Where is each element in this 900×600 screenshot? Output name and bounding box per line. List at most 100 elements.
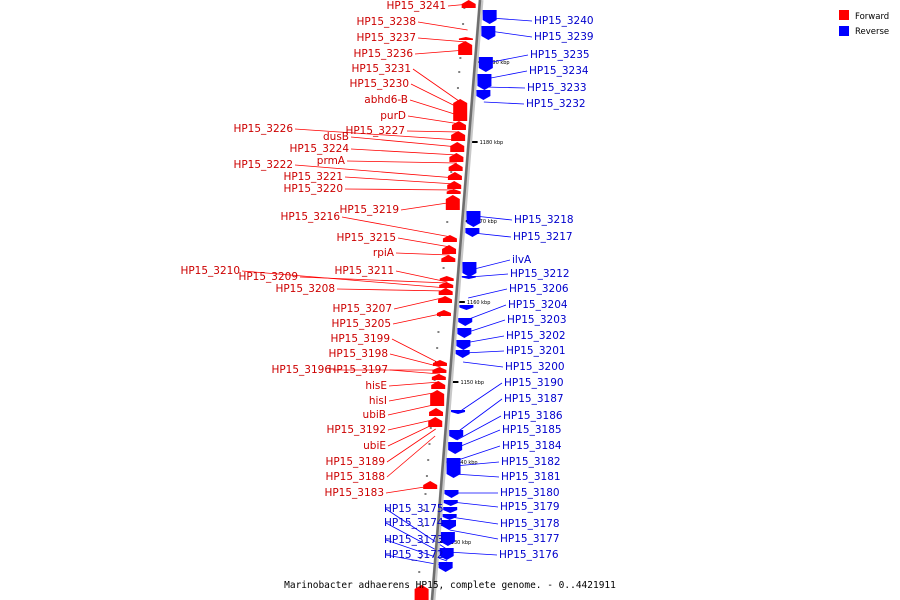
reverse-gene-label[interactable]: HP15_3176 <box>499 549 559 561</box>
forward-gene-label[interactable]: rpiA <box>373 247 395 259</box>
forward-gene-block <box>432 367 447 373</box>
reverse-gene-label[interactable]: HP15_3181 <box>501 471 561 483</box>
forward-gene-label[interactable]: HP15_3210 <box>180 265 240 277</box>
forward-gene-block <box>436 310 451 316</box>
reverse-gene-label[interactable]: HP15_3187 <box>504 393 564 405</box>
reverse-gene-block <box>443 500 458 506</box>
reverse-gene-label[interactable]: HP15_3234 <box>529 65 589 77</box>
reverse-gene-label[interactable]: HP15_3172 <box>384 549 444 561</box>
forward-leader-line <box>388 391 439 402</box>
forward-gene-label[interactable]: HP15_3226 <box>233 123 293 135</box>
forward-gene-label[interactable]: HP15_3222 <box>233 159 293 171</box>
forward-leader-line <box>341 216 452 238</box>
reverse-gene-label[interactable]: HP15_3217 <box>513 231 573 243</box>
reverse-gene-label[interactable]: HP15_3179 <box>500 501 560 513</box>
reverse-gene-label[interactable]: HP15_3201 <box>506 345 566 357</box>
forward-leader-line <box>417 37 467 43</box>
reverse-gene-block <box>449 430 464 440</box>
forward-leader-line <box>407 115 461 125</box>
reverse-gene-label[interactable]: HP15_3218 <box>514 214 574 226</box>
forward-gene-label[interactable]: HP15_3220 <box>283 183 343 195</box>
forward-leader-line <box>387 422 437 447</box>
forward-gene-label[interactable]: HP15_3211 <box>334 265 394 277</box>
forward-gene-label[interactable]: HP15_3227 <box>345 125 405 137</box>
reverse-gene-block <box>476 90 491 100</box>
forward-gene-label[interactable]: HP15_3205 <box>331 318 391 330</box>
reverse-gene-label[interactable]: HP15_3184 <box>502 440 562 452</box>
forward-gene-label[interactable]: HP15_3207 <box>332 303 392 315</box>
forward-gene-label[interactable]: HP15_3199 <box>330 333 390 345</box>
reverse-gene-label[interactable]: HP15_3200 <box>505 361 565 373</box>
reverse-gene-block <box>456 340 471 350</box>
forward-gene-label[interactable]: HP15_3237 <box>356 32 416 44</box>
forward-gene-label[interactable]: HP15_3236 <box>353 48 413 60</box>
forward-leader-line <box>391 338 442 365</box>
reverse-leader-line <box>486 54 529 64</box>
forward-gene-block <box>430 390 445 406</box>
reverse-leader-line <box>465 319 506 334</box>
reverse-gene-label[interactable]: HP15_3185 <box>502 424 562 436</box>
forward-gene-label[interactable]: HP15_3198 <box>328 348 388 360</box>
forward-leader-line <box>400 201 454 211</box>
forward-gene-label[interactable]: HP15_3230 <box>349 78 409 90</box>
forward-gene-label[interactable]: HP15_3231 <box>351 63 411 75</box>
forward-gene-block <box>451 131 466 141</box>
forward-gene-label[interactable]: HP15_3208 <box>275 283 335 295</box>
reverse-gene-label[interactable]: HP15_3177 <box>500 533 560 545</box>
reverse-gene-label[interactable]: HP15_3204 <box>508 299 568 311</box>
forward-gene-label[interactable]: HP15_3215 <box>336 232 396 244</box>
reverse-gene-label[interactable]: HP15_3190 <box>504 377 564 389</box>
forward-gene-label[interactable]: HP15_3192 <box>326 424 386 436</box>
reverse-gene-block <box>459 305 474 310</box>
reverse-gene-label[interactable]: HP15_3174 <box>384 517 444 529</box>
forward-gene-label[interactable]: ubiB <box>363 409 386 421</box>
reverse-gene-label[interactable]: HP15_3173 <box>384 534 444 546</box>
forward-gene-label[interactable]: abhd6-B <box>364 94 408 106</box>
reverse-gene-label[interactable]: HP15_3239 <box>534 31 594 43</box>
reverse-leader-line <box>485 86 526 89</box>
reverse-leader-line <box>454 461 500 467</box>
forward-gene-label[interactable]: dusB <box>323 131 349 143</box>
forward-leader-line <box>299 276 448 284</box>
forward-gene-label[interactable]: HP15_3216 <box>280 211 340 223</box>
kbp-marker-label: 1140 kbp <box>454 460 478 466</box>
forward-gene-label[interactable]: HP15_3209 <box>238 271 298 283</box>
reverse-leader-line <box>454 473 500 478</box>
forward-gene-label[interactable]: HP15_3241 <box>386 0 446 12</box>
forward-gene-label[interactable]: HP15_3219 <box>339 204 399 216</box>
reverse-leader-line <box>469 273 509 278</box>
reverse-gene-label[interactable]: HP15_3178 <box>500 518 560 530</box>
kbp-marker-label: 1150 kbp <box>460 380 484 386</box>
forward-gene-label[interactable]: prmA <box>317 155 346 167</box>
reverse-gene-label[interactable]: HP15_3232 <box>526 98 586 110</box>
reverse-gene-label[interactable]: HP15_3212 <box>510 268 570 280</box>
forward-gene-label[interactable]: HP15_3197 <box>328 364 388 376</box>
reverse-gene-label[interactable]: HP15_3206 <box>509 283 569 295</box>
forward-gene-label[interactable]: purD <box>380 110 406 122</box>
forward-leader-line <box>393 296 447 310</box>
forward-gene-label[interactable]: hisI <box>369 395 387 407</box>
reverse-gene-label[interactable]: ilvA <box>512 254 532 266</box>
forward-gene-label[interactable]: HP15_3221 <box>283 171 343 183</box>
reverse-leader-line <box>447 551 498 556</box>
forward-gene-label[interactable]: HP15_3224 <box>289 143 349 155</box>
forward-gene-label[interactable]: HP15_3188 <box>325 471 385 483</box>
reverse-gene-label[interactable]: HP15_3180 <box>500 487 560 499</box>
reverse-gene-label[interactable]: HP15_3182 <box>501 456 561 468</box>
forward-gene-label[interactable]: HP15_3183 <box>324 487 384 499</box>
reverse-gene-label[interactable]: HP15_3203 <box>507 314 567 326</box>
reverse-gene-label[interactable]: HP15_3240 <box>534 15 594 27</box>
forward-leader-line <box>387 418 437 431</box>
forward-gene-label[interactable]: hisE <box>365 380 387 392</box>
reverse-gene-label[interactable]: HP15_3233 <box>527 82 587 94</box>
forward-gene-label[interactable]: ubiE <box>363 440 386 452</box>
reverse-gene-label[interactable]: HP15_3235 <box>530 49 590 61</box>
reverse-gene-label[interactable]: HP15_3202 <box>506 330 566 342</box>
forward-gene-block <box>432 360 447 366</box>
forward-gene-label[interactable]: HP15_3238 <box>356 16 416 28</box>
reverse-gene-block <box>438 562 453 572</box>
reverse-gene-label[interactable]: HP15_3175 <box>384 503 444 515</box>
reverse-gene-label[interactable]: HP15_3186 <box>503 410 563 422</box>
forward-gene-label[interactable]: HP15_3189 <box>325 456 385 468</box>
forward-gene-label[interactable]: HP15_3196 <box>271 364 331 376</box>
